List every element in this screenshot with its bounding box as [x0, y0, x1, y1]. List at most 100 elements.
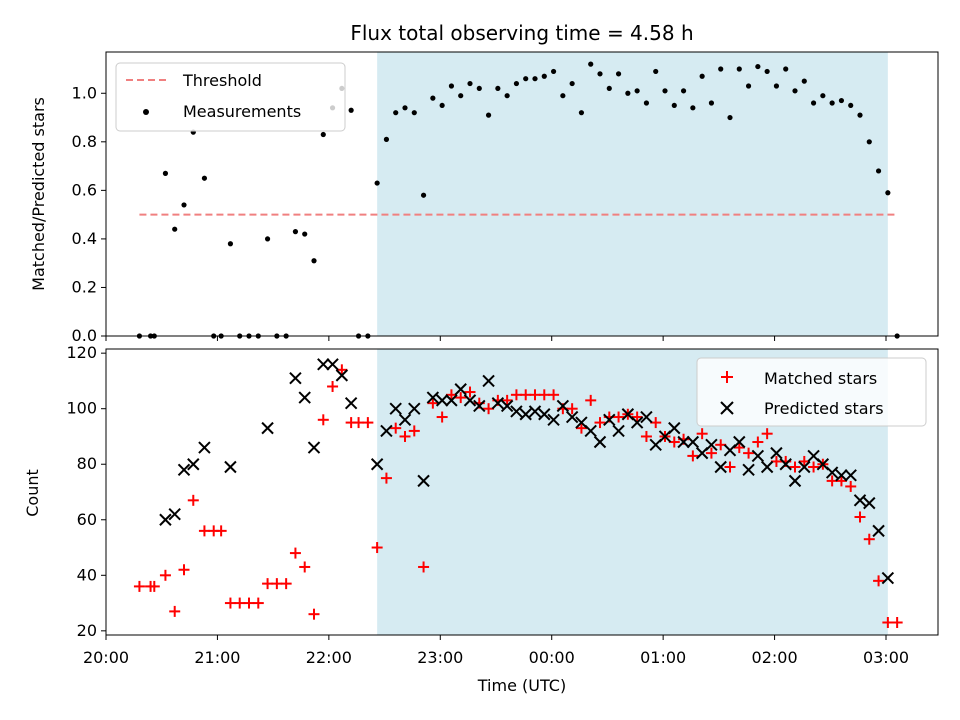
matched-stars-point [215, 525, 227, 537]
measurement-point [680, 88, 687, 94]
matched-stars-point [289, 547, 301, 559]
legend-box-bottom [696, 357, 927, 427]
observing-window-shade-top [377, 52, 888, 336]
matched-stars-point [271, 578, 283, 590]
measurement-point [792, 88, 798, 94]
matched-stars-point [455, 392, 467, 404]
y-axis-label-bottom: Count [23, 469, 42, 517]
x-tick-label: 00:00 [529, 648, 575, 667]
measurement-point [764, 68, 770, 75]
y-tick-label: 0.2 [72, 277, 97, 296]
predicted-stars-point [593, 435, 607, 449]
measurement-point [671, 102, 677, 109]
y-tick-label: 80 [77, 454, 97, 473]
matched-stars-point [390, 422, 402, 434]
predicted-stars-point [705, 438, 718, 452]
predicted-stars-point [473, 399, 486, 413]
matched-stars-point [408, 425, 420, 437]
measurement-point [393, 110, 399, 116]
predicted-stars-point [261, 421, 274, 435]
predicted-stars-point [751, 449, 765, 463]
matched-stars-point [854, 511, 866, 523]
predicted-stars-point [335, 369, 349, 382]
measurement-point [430, 95, 436, 101]
matched-stars-point [520, 389, 532, 401]
matched-stars-point [445, 389, 457, 401]
predicted-stars-point [380, 424, 393, 438]
measurement-point [513, 80, 520, 87]
matched-stars-point [650, 417, 662, 429]
matched-stars-point [399, 430, 411, 442]
y-ticks-top: 0.0 0.2 0.4 0.6 0.8 1.0 [72, 83, 106, 345]
predicted-stars-point [435, 394, 449, 407]
matched-stars-point [436, 411, 448, 423]
matched-stars-point [798, 455, 810, 467]
measurement-point [302, 231, 308, 237]
matched-stars-point [640, 430, 652, 442]
matched-stars-point [891, 617, 903, 629]
matched-stars-point [336, 364, 348, 376]
measurement-point [374, 180, 380, 186]
measurement-point [829, 100, 835, 106]
predicted-stars-point [307, 441, 321, 454]
predicted-stars-point [686, 435, 700, 449]
predicted-stars-point [538, 408, 551, 421]
matched-stars-point [262, 578, 274, 590]
measurement-point [485, 112, 492, 118]
measurement-point [727, 114, 733, 121]
measurement-point [699, 73, 705, 79]
legend-threshold-label: Threshold [182, 71, 262, 90]
measurement-point [643, 100, 650, 106]
x-tick-label: 03:00 [863, 648, 909, 667]
matched-stars-point [548, 389, 560, 401]
predicted-stars-point [714, 460, 727, 474]
matched-stars-point [882, 617, 894, 629]
matched-stars-point [826, 475, 838, 487]
legend-predicted-label: Predicted stars [764, 399, 884, 418]
predicted-stars-point [177, 463, 191, 476]
matched-stars-point [178, 564, 190, 576]
matched-stars-point [224, 597, 236, 609]
measurement-point [866, 139, 872, 145]
legend-measurements-label: Measurements [183, 102, 301, 121]
matched-stars-point [371, 542, 383, 554]
measurement-point [560, 93, 566, 99]
predicted-stars-point [556, 399, 570, 413]
matched-stars-point [705, 447, 717, 459]
matched-stars-point [187, 494, 199, 506]
measurement-point [402, 105, 408, 111]
matched-stars-point [380, 472, 392, 484]
predicted-stars-point [317, 358, 330, 371]
matched-stars-point [169, 605, 181, 617]
predicted-stars-point [198, 441, 211, 454]
matched-stars-point [743, 447, 755, 459]
legend-measurements-swatch [143, 109, 149, 115]
matched-stars-point [510, 389, 522, 401]
matched-stars-point [770, 455, 782, 467]
measurement-point [476, 85, 482, 92]
measurement-point [773, 83, 780, 89]
measurement-point [875, 168, 882, 174]
y-tick-label: 1.0 [72, 83, 97, 102]
measurement-point [411, 110, 417, 116]
matched-stars-point [198, 525, 210, 537]
x-tick-label: 21:00 [194, 648, 240, 667]
matched-stars-point [715, 439, 727, 451]
predicted-stars-point [853, 494, 867, 507]
x-tick-label: 23:00 [417, 648, 463, 667]
predicted-stars-point [640, 410, 653, 424]
y-axis-label-top: Matched/Predicted stars [29, 97, 48, 291]
matched-stars-point [594, 417, 606, 429]
measurement-point [578, 110, 585, 116]
measurement-point [532, 76, 538, 82]
plot-frame-bottom [105, 348, 939, 636]
matched-stars-point [234, 597, 246, 609]
x-tick-label: 01:00 [640, 648, 686, 667]
matched-stars-point [133, 580, 145, 592]
measurement-point [201, 175, 208, 181]
predicted-stars-point [528, 405, 542, 418]
predicted-stars-point [863, 496, 876, 510]
legend-matched-label: Matched stars [764, 369, 877, 388]
matched-stars-point [585, 394, 597, 406]
matched-stars-point [362, 417, 374, 429]
